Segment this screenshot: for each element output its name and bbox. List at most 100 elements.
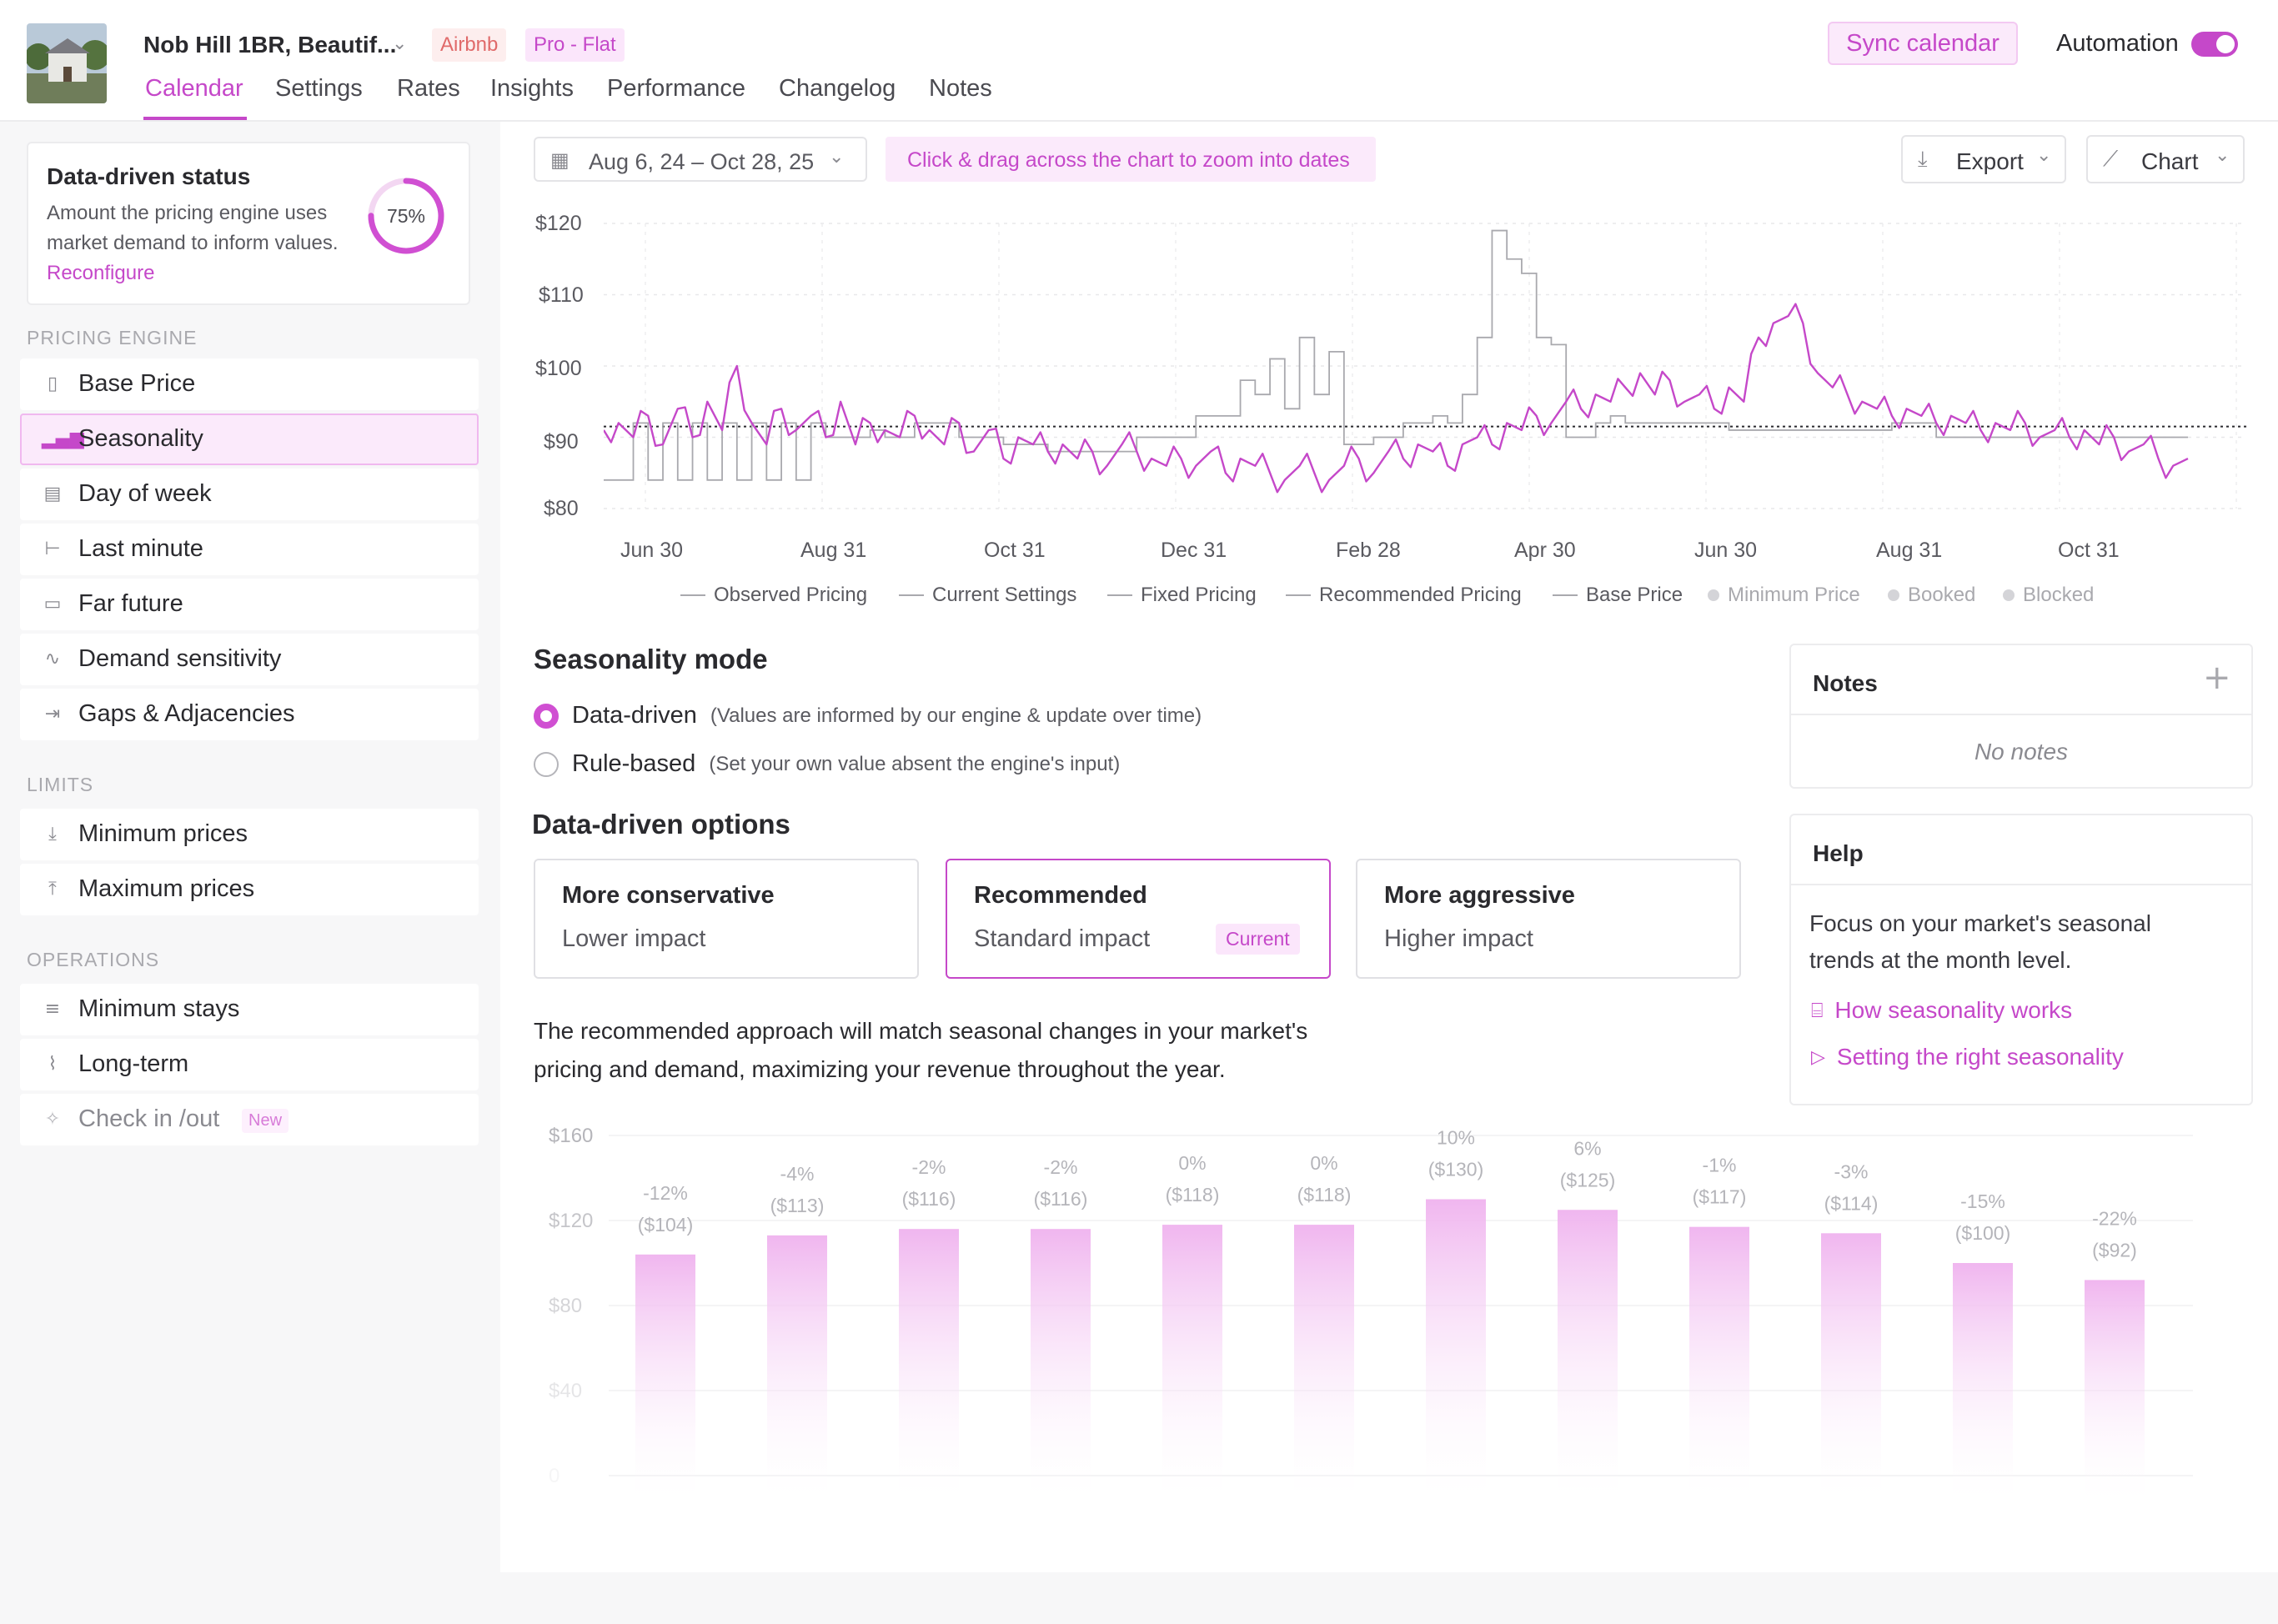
pricing-line-chart[interactable]: [604, 208, 2246, 525]
help-link-setting-right-seasonality[interactable]: ▷ Setting the right seasonality: [1811, 1044, 2124, 1070]
legend-label: Fixed Pricing: [1141, 584, 1257, 606]
sidebar-item-label: Far future: [78, 590, 183, 617]
season-bar[interactable]: [899, 1229, 959, 1509]
tab-settings[interactable]: Settings: [275, 75, 363, 102]
limits-heading: LIMITS: [27, 774, 94, 795]
tab-insights[interactable]: Insights: [490, 75, 574, 102]
x-tick: Aug 31: [800, 539, 867, 562]
sidebar-item-check-in-out[interactable]: ✧ Check in /out New: [20, 1094, 479, 1145]
tab-performance[interactable]: Performance: [607, 75, 746, 102]
season-bar[interactable]: [767, 1235, 827, 1509]
sidebar-item-minimum-prices[interactable]: ⤓ Minimum prices: [20, 809, 479, 860]
season-bar[interactable]: [2085, 1280, 2145, 1509]
legend-base-price[interactable]: Base Price: [1553, 584, 1683, 607]
listing-title[interactable]: Nob Hill 1BR, Beautif...: [143, 32, 397, 58]
season-bar[interactable]: [1162, 1225, 1222, 1509]
help-text-line: Focus on your market's seasonal: [1809, 910, 2151, 936]
legend-blocked[interactable]: Blocked: [2003, 584, 2094, 607]
option-recommended[interactable]: Recommended Standard impact Current: [946, 859, 1331, 979]
sidebar-item-label: Maximum prices: [78, 875, 255, 902]
sidebar-item-day-of-week[interactable]: ▤ Day of week: [20, 469, 479, 520]
zoom-hint: Click & drag across the chart to zoom in…: [886, 137, 1376, 182]
season-bar[interactable]: [635, 1254, 695, 1509]
reconfigure-link[interactable]: Reconfigure: [47, 262, 155, 284]
bar-value-label: ($100): [1955, 1222, 2010, 1244]
bar-y-tick: $80: [549, 1295, 582, 1317]
legend-minimum-price[interactable]: Minimum Price: [1708, 584, 1860, 607]
status-percent: 75%: [386, 205, 426, 227]
option-subtitle: Higher impact: [1384, 925, 1533, 952]
bar-value-label: ($116): [1034, 1188, 1088, 1210]
legend-recommended-pricing[interactable]: Recommended Pricing: [1286, 584, 1522, 607]
bar-pct-label: 0%: [1310, 1152, 1337, 1174]
season-bar[interactable]: [1294, 1225, 1354, 1509]
legend-swatch: [1553, 594, 1578, 596]
sidebar-item-demand-sensitivity[interactable]: ∿ Demand sensitivity: [20, 634, 479, 685]
option-more-conservative[interactable]: More conservative Lower impact: [534, 859, 919, 979]
x-tick: Oct 31: [984, 539, 1046, 562]
seasonality-bar-chart[interactable]: $160 $120 $80 $40 0 -12% ($104) -4% ($113) -2% ($1…: [534, 1109, 2193, 1517]
bar-value-label: ($125): [1560, 1169, 1615, 1190]
chart-type-button[interactable]: ⟋ Chart ⌄: [2086, 135, 2245, 183]
automation-toggle[interactable]: [2191, 32, 2238, 57]
sidebar-item-label: Long-term: [78, 1050, 189, 1077]
sidebar-item-seasonality[interactable]: ▂▄▆ Seasonality: [20, 414, 479, 465]
sidebar-item-maximum-prices[interactable]: ⤒ Maximum prices: [20, 864, 479, 915]
bar-pct-label: -15%: [1960, 1190, 2005, 1212]
bar-value-label: ($118): [1166, 1184, 1220, 1205]
season-bar[interactable]: [1558, 1210, 1618, 1509]
season-bar[interactable]: [1426, 1199, 1486, 1510]
season-bar[interactable]: [1821, 1233, 1881, 1509]
season-bar[interactable]: [1031, 1229, 1091, 1509]
sidebar-item-last-minute[interactable]: ⊢ Last minute: [20, 524, 479, 575]
sidebar-item-gaps-adjacencies[interactable]: ⇥ Gaps & Adjacencies: [20, 689, 479, 740]
tab-calendar[interactable]: Calendar: [145, 75, 243, 102]
legend-label: Minimum Price: [1728, 584, 1860, 606]
tab-changelog[interactable]: Changelog: [779, 75, 896, 102]
bar-y-tick: 0: [549, 1465, 559, 1487]
tab-rates[interactable]: Rates: [397, 75, 460, 102]
option-more-aggressive[interactable]: More aggressive Higher impact: [1356, 859, 1741, 979]
legend-label: Blocked: [2023, 584, 2095, 606]
listing-thumbnail[interactable]: [27, 23, 107, 103]
legend-label: Recommended Pricing: [1319, 584, 1522, 606]
y-tick: $80: [544, 497, 579, 520]
notes-panel: Notes + No notes: [1789, 644, 2253, 789]
automation-label: Automation: [2056, 30, 2179, 57]
status-description: Amount the pricing engine uses market de…: [47, 198, 347, 288]
sidebar-item-label: Check in /out: [78, 1105, 220, 1132]
x-tick: Dec 31: [1161, 539, 1227, 562]
export-button[interactable]: ⤓ Export ⌄: [1901, 135, 2066, 183]
bar-y-tick: $40: [549, 1380, 582, 1402]
sidebar-item-base-price[interactable]: ▯ Base Price: [20, 358, 479, 410]
data-driven-status-card: Data-driven status Amount the pricing en…: [27, 142, 470, 305]
sidebar-item-far-future[interactable]: ▭ Far future: [20, 579, 479, 630]
add-note-icon[interactable]: +: [2203, 659, 2231, 697]
observed-pricing-series[interactable]: [604, 303, 2189, 494]
radio-rule-based[interactable]: Rule-based (Set your own value absent th…: [534, 750, 1120, 778]
help-link-how-seasonality-works[interactable]: ⌸ How seasonality works: [1811, 997, 2072, 1024]
date-range-picker[interactable]: ▦ Aug 6, 24 – Oct 28, 25 ⌄: [534, 137, 867, 182]
chevron-down-icon[interactable]: ⌄: [392, 33, 408, 54]
legend-current-settings[interactable]: Current Settings: [899, 584, 1076, 607]
current-settings-series[interactable]: [604, 229, 2188, 481]
y-tick: $120: [535, 212, 582, 235]
radio-selected-icon: [534, 703, 559, 729]
tab-notes[interactable]: Notes: [929, 75, 992, 102]
season-bar[interactable]: [1689, 1226, 1749, 1509]
bar-pct-label: -4%: [780, 1163, 815, 1185]
arrow-down-icon: ⤓: [48, 824, 57, 845]
sync-calendar-button[interactable]: Sync calendar: [1828, 22, 2018, 65]
x-tick: Jun 30: [1694, 539, 1758, 562]
legend-observed-pricing[interactable]: Observed Pricing: [680, 584, 867, 607]
sidebar-item-label: Minimum stays: [78, 995, 240, 1022]
bar-pct-label: -1%: [1703, 1155, 1737, 1176]
chevron-down-icon: ⌄: [2036, 145, 2052, 166]
sidebar-item-minimum-stays[interactable]: ≡ Minimum stays: [20, 984, 479, 1035]
radio-data-driven[interactable]: Data-driven (Values are informed by our …: [534, 702, 1202, 729]
bar-pct-label: 0%: [1178, 1152, 1206, 1174]
season-bar[interactable]: [1953, 1263, 2013, 1509]
legend-booked[interactable]: Booked: [1888, 584, 1975, 607]
legend-fixed-pricing[interactable]: Fixed Pricing: [1107, 584, 1257, 607]
sidebar-item-long-term[interactable]: ⌇ Long-term: [20, 1039, 479, 1090]
